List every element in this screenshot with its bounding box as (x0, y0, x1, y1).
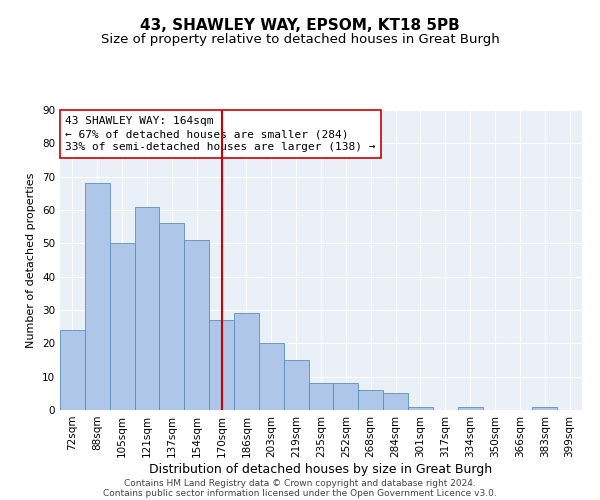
Text: Contains HM Land Registry data © Crown copyright and database right 2024.: Contains HM Land Registry data © Crown c… (124, 478, 476, 488)
Bar (532, 406, 557, 410)
Text: Contains public sector information licensed under the Open Government Licence v3: Contains public sector information licen… (103, 488, 497, 498)
Bar (408, 406, 433, 410)
Bar (308, 384, 334, 410)
Bar (85, 184, 110, 410)
Bar (160, 224, 184, 410)
X-axis label: Distribution of detached houses by size in Great Burgh: Distribution of detached houses by size … (149, 462, 493, 475)
Bar (334, 384, 358, 410)
Bar (134, 206, 160, 410)
Bar (60, 330, 85, 410)
Bar (184, 240, 209, 410)
Bar (110, 244, 134, 410)
Text: 43 SHAWLEY WAY: 164sqm
← 67% of detached houses are smaller (284)
33% of semi-de: 43 SHAWLEY WAY: 164sqm ← 67% of detached… (65, 116, 376, 152)
Text: 43, SHAWLEY WAY, EPSOM, KT18 5PB: 43, SHAWLEY WAY, EPSOM, KT18 5PB (140, 18, 460, 32)
Bar (458, 406, 482, 410)
Bar (358, 390, 383, 410)
Bar (259, 344, 284, 410)
Bar (383, 394, 408, 410)
Bar (209, 320, 234, 410)
Text: Size of property relative to detached houses in Great Burgh: Size of property relative to detached ho… (101, 32, 499, 46)
Bar (284, 360, 308, 410)
Bar (234, 314, 259, 410)
Y-axis label: Number of detached properties: Number of detached properties (26, 172, 37, 348)
